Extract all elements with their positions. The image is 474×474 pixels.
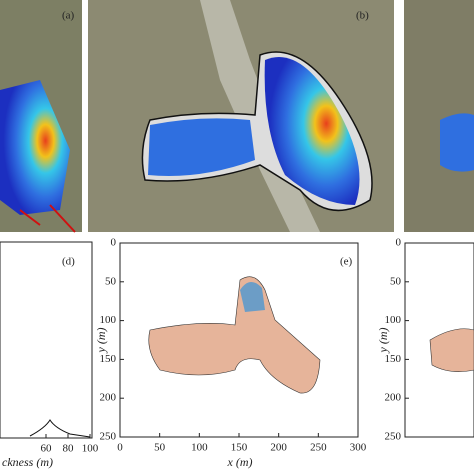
axes-d	[0, 241, 93, 439]
y-axis-label: y (m)	[94, 328, 108, 354]
panel-label: (a)	[62, 10, 75, 22]
x-tick-label: 0	[117, 442, 123, 454]
x-tick-label: 100	[191, 442, 208, 454]
map-f	[429, 328, 474, 372]
x-axis-label: x (m)	[227, 455, 253, 469]
x-tick-label: 50	[154, 442, 166, 454]
y-tick-label: 100	[385, 314, 402, 326]
y-tick-label: 250	[385, 431, 402, 443]
x-tick-label: 250	[310, 442, 327, 454]
y-tick-label: 250	[100, 431, 117, 443]
thickness-map-a	[0, 80, 70, 215]
map-e	[148, 276, 321, 394]
x-tick-label: 200	[270, 442, 287, 454]
y-axis-label: y (m)	[376, 328, 390, 354]
panel-label: (b)	[356, 10, 369, 22]
panel-label: (e)	[340, 256, 353, 268]
y-tick-label: 200	[385, 392, 402, 404]
thickness-map-c	[440, 113, 474, 172]
outline-a	[19, 204, 76, 233]
x-tick-label: 80	[63, 443, 75, 455]
y-tick-label: 150	[385, 353, 402, 365]
map-e-blue	[240, 281, 265, 312]
panel-label: (d)	[62, 256, 75, 268]
x-tick-label: 100	[82, 443, 99, 455]
x-axis-label: ckness (m)	[2, 455, 53, 469]
x-tick-label: 60	[41, 443, 53, 455]
curve-d	[29, 419, 91, 438]
y-tick-label: 0	[111, 237, 117, 249]
axes-f	[404, 242, 474, 438]
x-tick-label: 300	[350, 442, 367, 454]
y-tick-label: 0	[396, 237, 402, 249]
y-tick-label: 150	[100, 353, 117, 365]
y-tick-label: 50	[390, 275, 402, 287]
thickness-map-b-right	[264, 57, 360, 205]
x-tick-label: 150	[231, 442, 248, 454]
thickness-map-b-left	[148, 118, 255, 176]
y-tick-label: 50	[105, 275, 117, 287]
y-tick-label: 200	[100, 392, 117, 404]
y-tick-label: 100	[100, 314, 117, 326]
